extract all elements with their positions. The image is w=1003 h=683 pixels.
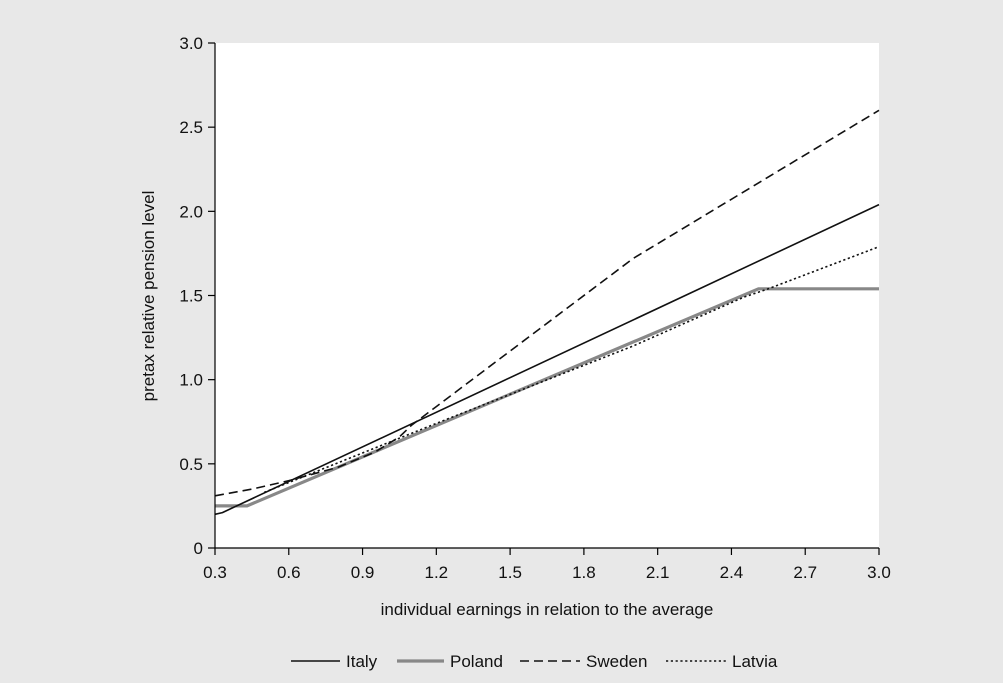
legend-label-latvia: Latvia [732,652,778,671]
series-layer [214,109,880,516]
y-tick-label: 2.0 [179,202,203,221]
x-tick-label: 1.8 [572,563,596,582]
x-axis-ticks: 0.3 0.6 0.9 1.2 1.5 1.8 2.1 2.4 2.7 3.0 [203,548,891,582]
y-axis-title: pretax relative pension level [139,191,158,402]
y-tick-label: 1.0 [179,371,203,390]
x-tick-label: 3.0 [867,563,891,582]
y-tick-label: 3.0 [179,34,203,53]
y-tick-label: 0 [194,539,203,558]
x-tick-label: 1.5 [498,563,522,582]
x-tick-label: 2.1 [646,563,670,582]
y-tick-label: 2.5 [179,118,203,137]
series-line-sweden [214,109,880,497]
legend-label-poland: Poland [450,652,503,671]
series-line-poland [215,287,879,508]
series-line-latvia [263,245,880,494]
legend-label-sweden: Sweden [586,652,647,671]
x-tick-label: 2.4 [720,563,744,582]
x-tick-label: 1.2 [425,563,449,582]
y-axis-ticks: 0 0.5 1.0 1.5 2.0 2.5 3.0 [179,34,215,558]
y-tick-label: 1.5 [179,287,203,306]
series-line-italy [214,203,880,516]
x-tick-label: 0.9 [351,563,375,582]
y-tick-label: 0.5 [179,455,203,474]
x-tick-label: 0.6 [277,563,301,582]
x-tick-label: 0.3 [203,563,227,582]
x-axis-title: individual earnings in relation to the a… [381,600,714,619]
x-tick-label: 2.7 [793,563,817,582]
legend-label-italy: Italy [346,652,378,671]
legend: Italy Poland Sweden Latvia [291,652,778,671]
